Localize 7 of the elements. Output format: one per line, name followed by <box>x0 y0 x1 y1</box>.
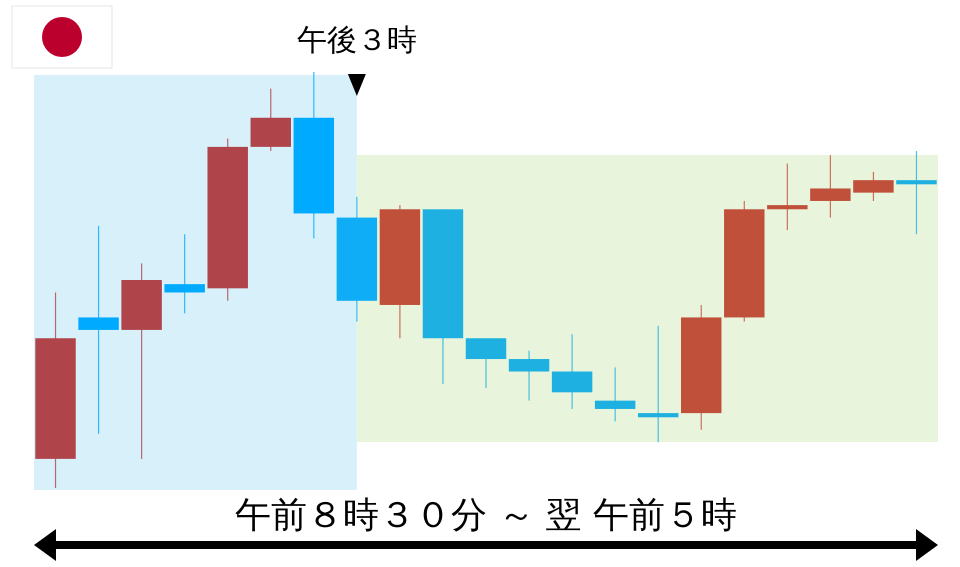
text: 午前８時３０分 ～ 翌 午前５時 <box>234 495 738 536</box>
candlestick <box>78 225 119 435</box>
text: 午後３時 <box>296 23 417 58</box>
candlestick <box>164 234 205 314</box>
candlestick <box>767 162 808 231</box>
candlestick <box>896 150 937 235</box>
candlestick <box>638 325 678 443</box>
